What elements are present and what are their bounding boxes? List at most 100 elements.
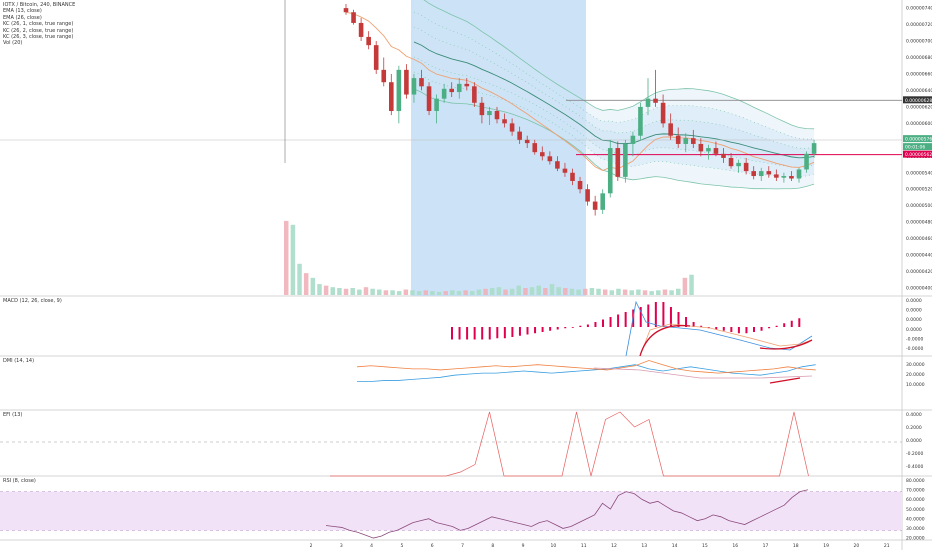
ema26-line bbox=[413, 41, 815, 159]
annotation-curve-2 bbox=[759, 339, 813, 350]
macd-histogram-bar bbox=[602, 319, 604, 327]
candle-body bbox=[743, 162, 749, 172]
macd-histogram-bar bbox=[685, 317, 688, 327]
volume-bar bbox=[642, 290, 648, 295]
x-tick-label: 21 bbox=[884, 543, 890, 549]
candle-body bbox=[638, 106, 643, 136]
volume-bar bbox=[682, 277, 688, 295]
rsi-tick: 30.0000 bbox=[906, 526, 925, 532]
volume-bar bbox=[669, 290, 674, 295]
red-line-tag-bg bbox=[903, 150, 932, 158]
volume-bar bbox=[396, 291, 402, 295]
candle-body bbox=[472, 86, 477, 103]
macd-label[interactable]: MACD (12, 26, close, 9) bbox=[3, 298, 62, 304]
macd-histogram-bar bbox=[775, 325, 778, 327]
candle-body bbox=[660, 102, 666, 124]
volume-bar bbox=[297, 263, 302, 295]
candle-body bbox=[600, 193, 605, 210]
volume-bar bbox=[622, 289, 628, 295]
macd-histogram-bar bbox=[466, 327, 469, 340]
legend-vol[interactable]: Vol (20) bbox=[3, 40, 23, 47]
macd-histogram-bar bbox=[768, 327, 771, 329]
volume-bar bbox=[403, 289, 409, 295]
candle-body bbox=[736, 162, 741, 167]
volume-bar bbox=[529, 287, 535, 295]
red-line-tag: 0.00000562 bbox=[905, 152, 932, 158]
volume-bar bbox=[450, 290, 455, 295]
candle-body bbox=[547, 156, 553, 162]
x-tick-label: 17 bbox=[763, 543, 769, 549]
price-tick-label: 0.00000500 bbox=[906, 203, 932, 209]
candle-body bbox=[404, 69, 409, 95]
rsi-tick: 40.0000 bbox=[906, 516, 925, 522]
candle-body bbox=[532, 143, 538, 153]
volume-bar bbox=[350, 287, 355, 295]
time-axis: 2 3 4 5 6 7 8 9 10 11 12 13 14 15 16 17 18 19 20 21 bbox=[310, 543, 890, 549]
price-tick-label: 0.00000480 bbox=[906, 220, 932, 226]
dmi-minus-line bbox=[356, 360, 816, 374]
candle-body bbox=[434, 98, 439, 112]
legend-kc3[interactable]: KC (26, 3, close, true range) bbox=[3, 34, 74, 41]
rsi-tick: 20.0000 bbox=[906, 536, 925, 542]
volume-bar bbox=[323, 285, 329, 295]
macd-tick: 0.0000 bbox=[906, 317, 922, 323]
volume-bar bbox=[470, 291, 475, 295]
macd-histogram-bar bbox=[488, 327, 491, 340]
efi-line bbox=[330, 411, 809, 477]
candle-body bbox=[728, 157, 734, 167]
efi-label[interactable]: EFI (13) bbox=[3, 412, 23, 418]
macd-histogram-bar bbox=[579, 325, 582, 327]
rsi-tick: 50.0000 bbox=[906, 507, 925, 513]
x-tick-label: 3 bbox=[340, 543, 343, 549]
candle-body bbox=[555, 161, 560, 169]
efi-tick: -0.2000 bbox=[906, 451, 924, 457]
volume-bar bbox=[576, 289, 581, 295]
macd-histogram-bar bbox=[458, 327, 461, 340]
macd-line bbox=[625, 300, 813, 357]
legend-ema13[interactable]: EMA (13, close) bbox=[3, 8, 42, 15]
candle-body bbox=[373, 45, 379, 70]
legend-kc2[interactable]: KC (26, 2, close, true range) bbox=[3, 27, 74, 34]
candle-body bbox=[721, 153, 726, 158]
candle-body bbox=[494, 111, 500, 120]
volume-bar bbox=[489, 287, 495, 295]
volume-bar bbox=[483, 288, 488, 295]
candle-body bbox=[456, 83, 462, 93]
volume-bar bbox=[290, 224, 296, 295]
volume-bar bbox=[656, 290, 661, 295]
volume-bar bbox=[416, 291, 422, 295]
macd-histogram-bar bbox=[571, 327, 574, 328]
candle-body bbox=[607, 148, 613, 194]
x-tick-label: 20 bbox=[854, 543, 860, 549]
candle-body bbox=[487, 111, 492, 116]
candle-body bbox=[668, 123, 673, 136]
candle-body bbox=[479, 102, 485, 116]
price-tick-label: 0.00000740 bbox=[906, 6, 932, 12]
volume-bar bbox=[423, 290, 429, 295]
candle-body bbox=[811, 143, 817, 154]
volume-bar bbox=[536, 285, 541, 295]
macd-histogram-bar bbox=[760, 327, 763, 331]
price-tick-label: 0.00000640 bbox=[906, 88, 932, 94]
candle-body bbox=[464, 83, 470, 87]
macd-histogram-bar bbox=[594, 322, 597, 327]
legend-kc1[interactable]: KC (26, 1, close, true range) bbox=[3, 21, 74, 28]
candle-body bbox=[706, 148, 711, 152]
macd-histogram-bar bbox=[518, 327, 521, 336]
rsi-label[interactable]: RSI (8, close) bbox=[3, 478, 36, 484]
macd-histogram-bar bbox=[511, 327, 514, 337]
x-tick-label: 11 bbox=[581, 543, 587, 549]
adx-line bbox=[593, 367, 813, 379]
legend-ema26[interactable]: EMA (26, close) bbox=[3, 14, 42, 21]
symbol-title[interactable]: IOTX / Bitcoin, 240, BINANCE bbox=[3, 2, 76, 8]
volume-bar bbox=[284, 220, 289, 295]
dmi-label[interactable]: DMI (14, 14) bbox=[3, 358, 35, 364]
dmi-pane: 30.0000 20.0000 10.0000 bbox=[356, 360, 925, 388]
candle-body bbox=[653, 98, 658, 103]
candle-body bbox=[751, 171, 756, 177]
macd-histogram-bar bbox=[722, 327, 725, 331]
dmi-arrow bbox=[769, 377, 801, 384]
macd-histogram-bar bbox=[586, 324, 589, 327]
volume-bar bbox=[516, 285, 522, 295]
macd-tick: 0.0000 bbox=[906, 308, 922, 314]
